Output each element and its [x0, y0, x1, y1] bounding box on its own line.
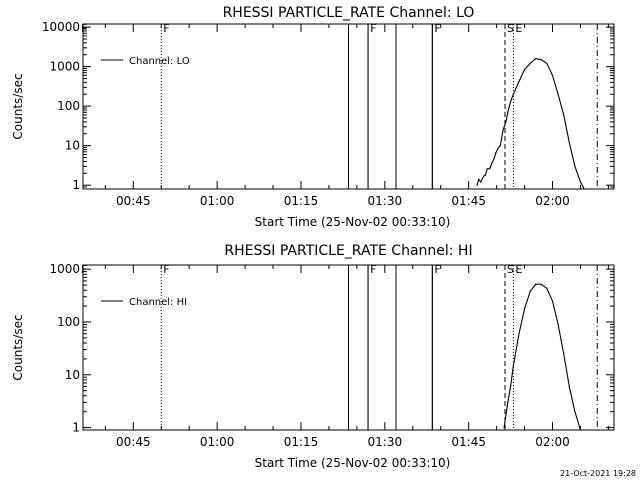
data-point	[535, 283, 537, 285]
y-tick-label: 100	[57, 99, 80, 113]
data-point	[557, 323, 559, 325]
data-point	[495, 152, 497, 154]
chart-title: RHESSI PARTICLE_RATE Channel: LO	[223, 5, 475, 21]
series-line	[476, 58, 585, 189]
marker-label: S	[507, 263, 514, 276]
data-point	[483, 175, 485, 177]
y-axis-label: Counts/sec	[11, 73, 25, 139]
x-tick-label: 01:45	[451, 435, 486, 449]
legend-label: Channel: HI	[129, 297, 187, 308]
data-point	[486, 168, 488, 170]
data-point	[524, 307, 526, 310]
data-point	[512, 364, 515, 367]
y-axis-label: Counts/sec	[11, 314, 25, 380]
data-point	[563, 353, 565, 355]
marker-label: E	[515, 22, 522, 35]
data-point	[489, 168, 491, 170]
data-point	[503, 427, 505, 429]
data-point	[563, 114, 565, 116]
data-point	[493, 158, 495, 160]
x-tick-label: 01:30	[368, 194, 403, 208]
marker-label: F	[434, 263, 440, 276]
data-point	[568, 385, 570, 388]
data-point	[502, 129, 504, 131]
data-point	[579, 429, 582, 430]
data-point	[518, 333, 520, 335]
marker-label: F	[434, 22, 440, 35]
data-point	[480, 181, 482, 183]
y-tick-label: 100	[57, 315, 80, 329]
marker-label: F	[370, 263, 376, 276]
data-point	[568, 141, 570, 144]
y-tick-label: 10000	[42, 20, 80, 34]
data-point	[518, 80, 520, 83]
x-tick-label: 01:15	[284, 435, 319, 449]
data-point	[476, 184, 478, 186]
x-tick-label: 01:00	[200, 435, 235, 449]
data-point	[505, 121, 507, 123]
x-tick-label: 01:30	[368, 435, 403, 449]
marker-label-edge: F	[81, 22, 87, 35]
data-point	[579, 181, 582, 183]
footer-timestamp: 21-Oct-2021 19:28	[560, 469, 636, 478]
data-point	[529, 62, 531, 65]
data-point	[512, 93, 515, 95]
data-point	[491, 162, 493, 164]
y-tick-label: 1	[72, 421, 80, 435]
marker-label: F	[163, 22, 169, 35]
data-point	[484, 174, 486, 176]
data-point	[510, 101, 512, 103]
x-tick-label: 02:00	[535, 194, 570, 208]
data-point	[499, 145, 501, 147]
x-axis-label: Start Time (25-Nov-02 00:33:10)	[255, 456, 451, 470]
y-tick-label: 1000	[49, 262, 80, 276]
data-point	[524, 68, 526, 70]
data-point	[574, 411, 576, 413]
data-point	[551, 74, 554, 76]
data-point	[507, 111, 509, 113]
data-point	[507, 401, 509, 403]
data-point	[557, 93, 559, 95]
legend-label: Channel: LO	[129, 56, 190, 67]
marker-label: F	[370, 22, 376, 35]
y-tick-label: 1	[72, 178, 80, 192]
chart-title: RHESSI PARTICLE_RATE Channel: HI	[224, 243, 472, 259]
x-tick-label: 00:45	[116, 194, 151, 208]
x-tick-label: 01:45	[451, 194, 486, 208]
marker-label-edge: F	[81, 263, 87, 276]
data-point	[535, 58, 537, 60]
data-point	[540, 283, 542, 285]
x-tick-label: 01:15	[284, 194, 319, 208]
data-point	[497, 147, 499, 149]
chart-panel-1: RHESSI PARTICLE_RATE Channel: LO 1 10 100 10…	[11, 5, 615, 229]
y-tick-label: 10	[65, 368, 80, 382]
data-point	[546, 62, 548, 65]
y-tick-label: 1000	[49, 60, 80, 74]
marker-label: E	[515, 263, 522, 276]
data-point	[510, 385, 512, 388]
data-point	[540, 59, 542, 61]
marker-label: F	[163, 263, 169, 276]
x-tick-label: 00:45	[116, 435, 151, 449]
marker-label: S	[507, 22, 514, 35]
y-tick-label: 10	[65, 139, 80, 153]
data-point	[583, 188, 585, 189]
x-axis-label: Start Time (25-Nov-02 00:33:10)	[255, 215, 451, 229]
chart-panel-2: RHESSI PARTICLE_RATE Channel: HI 1 10 100 10…	[11, 243, 615, 470]
data-point	[551, 300, 554, 302]
data-point	[478, 178, 480, 180]
data-point	[574, 165, 576, 167]
x-tick-label: 02:00	[535, 435, 570, 449]
series-line	[503, 283, 582, 430]
x-tick-label: 01:00	[200, 194, 235, 208]
data-point	[546, 287, 548, 290]
data-point	[529, 290, 531, 292]
